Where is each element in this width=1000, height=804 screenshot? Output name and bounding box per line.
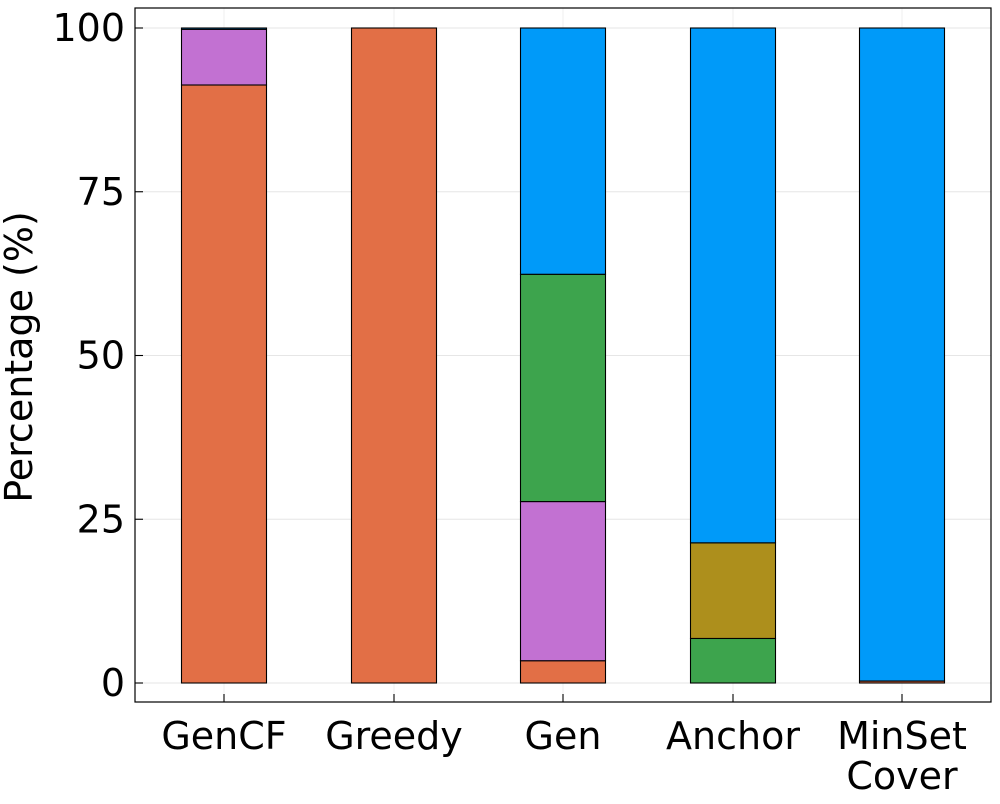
y-tick-label: 75 <box>77 170 125 214</box>
bar-segment <box>519 27 607 275</box>
bar-segment <box>858 27 946 682</box>
bar-segment <box>689 542 777 640</box>
y-tick-labels: 0 25 50 75 100 <box>52 6 125 705</box>
x-tick-label: Anchor <box>666 714 800 758</box>
y-tick-label: 25 <box>77 497 125 541</box>
y-axis-title: Percentage (%) <box>0 211 41 503</box>
bar-segment <box>689 27 777 544</box>
x-tick-label-line: Gen <box>525 714 602 758</box>
bar-segment <box>519 660 607 684</box>
bars <box>180 27 946 684</box>
x-tick-label: MinSet Cover <box>837 714 967 798</box>
y-tick-label: 50 <box>77 334 125 378</box>
x-tick-label: Greedy <box>325 714 463 758</box>
x-tick-labels: GenCF Greedy Gen Anchor MinSet Cover <box>161 714 967 798</box>
y-tick-label: 0 <box>101 661 125 705</box>
x-tick-label-line: GenCF <box>161 714 286 758</box>
bar-segment <box>180 27 268 30</box>
x-tick-label-line: Cover <box>846 754 958 798</box>
x-tick-label-line: MinSet <box>837 714 967 758</box>
axis-ticks <box>135 27 903 702</box>
x-tick-label-line: Anchor <box>666 714 800 758</box>
bar-segment <box>180 28 268 86</box>
bar-segment <box>519 501 607 662</box>
y-tick-label: 100 <box>52 6 125 50</box>
bar-segment <box>180 84 268 684</box>
bar-segment <box>689 637 777 684</box>
bar-segment <box>350 27 438 684</box>
x-tick-label: GenCF <box>161 714 286 758</box>
x-tick-label-line: Greedy <box>325 714 463 758</box>
bar-segment <box>519 273 607 503</box>
x-tick-label: Gen <box>525 714 602 758</box>
